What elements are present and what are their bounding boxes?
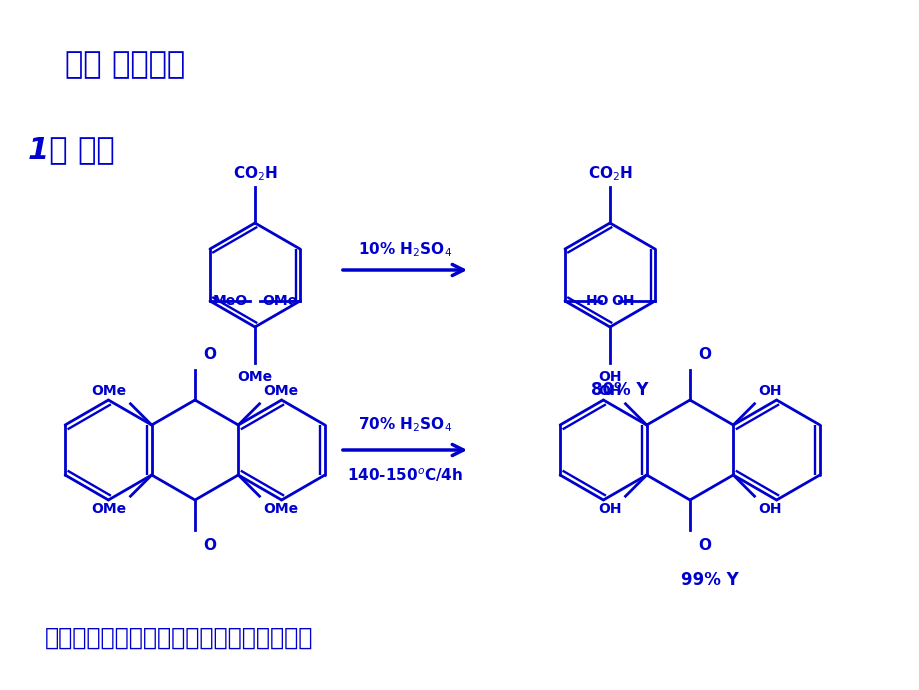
Text: HO: HO: [584, 294, 608, 308]
Text: OH: OH: [597, 370, 621, 384]
Text: 140-150$^o$C/4h: 140-150$^o$C/4h: [346, 466, 462, 484]
Text: O: O: [203, 347, 216, 362]
Text: OMe: OMe: [91, 502, 126, 516]
Text: 1、 硫酸: 1、 硫酸: [28, 135, 115, 164]
Text: CO$_2$H: CO$_2$H: [233, 165, 278, 184]
Text: 一、 酸性试剂: 一、 酸性试剂: [65, 50, 185, 79]
Text: OH: OH: [757, 502, 781, 516]
Text: OH: OH: [610, 294, 634, 308]
Text: 70% H$_2$SO$_4$: 70% H$_2$SO$_4$: [357, 415, 451, 434]
Text: O: O: [203, 538, 216, 553]
Text: 80% Y: 80% Y: [591, 381, 648, 399]
Text: 99% Y: 99% Y: [680, 571, 738, 589]
Text: 10% H$_2$SO$_4$: 10% H$_2$SO$_4$: [357, 241, 451, 259]
Text: OMe: OMe: [262, 294, 297, 308]
Text: OMe: OMe: [263, 384, 299, 398]
Text: OMe: OMe: [263, 502, 299, 516]
Text: OH: OH: [597, 502, 621, 516]
Text: 反应活性低，仅适合一些特定结构的底物。: 反应活性低，仅适合一些特定结构的底物。: [45, 626, 313, 650]
Text: O: O: [698, 538, 710, 553]
Text: CO$_2$H: CO$_2$H: [587, 165, 631, 184]
Text: O: O: [698, 347, 710, 362]
Text: OH: OH: [597, 384, 621, 398]
Text: OH: OH: [757, 384, 781, 398]
Text: MeO: MeO: [212, 294, 248, 308]
Text: OMe: OMe: [237, 370, 272, 384]
Text: OMe: OMe: [91, 384, 126, 398]
